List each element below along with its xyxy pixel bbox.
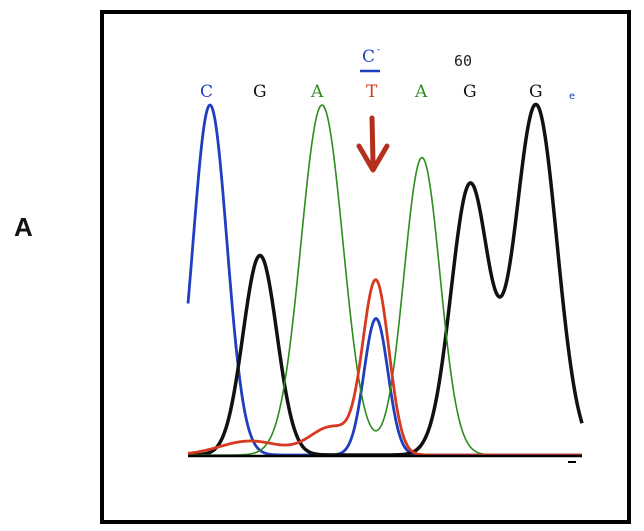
base-call-3: A <box>310 82 324 102</box>
position-label: 60 <box>454 52 472 70</box>
panel-label: A <box>14 212 33 242</box>
base-call-1: C <box>200 82 213 102</box>
mutation-call-superscript: - <box>377 45 380 55</box>
base-call-2: G <box>253 82 267 102</box>
base-call-5: A <box>414 82 428 102</box>
chart-frame <box>100 10 631 524</box>
mutation-arrow-icon <box>356 115 390 173</box>
trailing-base-dot: e <box>569 91 575 102</box>
base-call-4: T <box>366 82 378 102</box>
base-call-7: G <box>529 82 543 102</box>
base-call-6: G <box>463 82 477 102</box>
trace-g <box>188 102 584 457</box>
mutation-call-label: C <box>362 47 375 67</box>
trace-group <box>186 102 584 457</box>
